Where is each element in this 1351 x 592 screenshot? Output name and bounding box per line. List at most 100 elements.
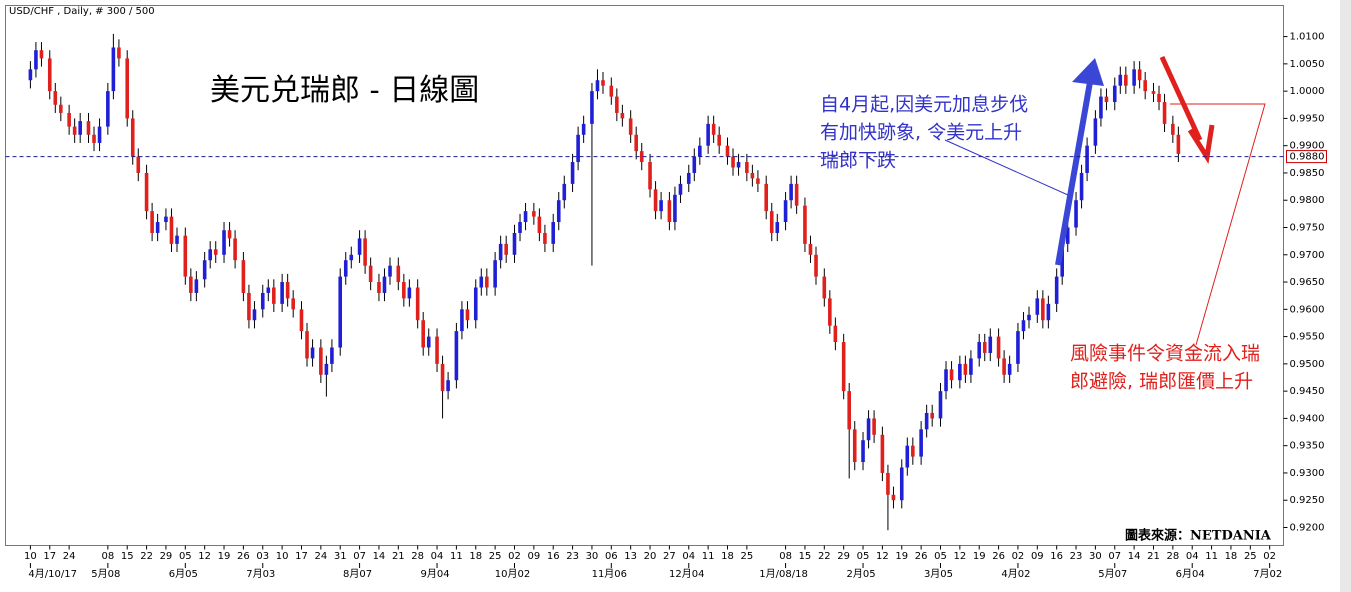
x-tick-label: 15: [121, 551, 134, 562]
candle-body: [241, 260, 246, 293]
candle-body: [512, 232, 517, 255]
candle-body: [338, 276, 343, 348]
candle-body: [1027, 314, 1031, 321]
candle-body: [39, 50, 44, 59]
candle-body: [590, 91, 594, 124]
candle-body: [208, 249, 213, 261]
candle-body: [1099, 96, 1103, 119]
candle-body: [67, 112, 71, 127]
x-tick-label: 16: [1050, 551, 1063, 562]
x-tick-label: 26: [237, 551, 250, 562]
candle-body: [756, 178, 760, 184]
annotation-line: 風險事件令資金流入瑞: [1070, 343, 1260, 365]
x-tick-label: 09: [1031, 551, 1044, 562]
candle-body: [648, 162, 652, 190]
candle-body: [324, 363, 329, 375]
candle-body: [388, 265, 392, 277]
candle-body: [194, 279, 199, 293]
candle-body: [1171, 123, 1175, 135]
candle-body: [543, 232, 547, 244]
candle-body: [213, 249, 218, 255]
candle-body: [368, 265, 373, 283]
x-tick-label: 23: [566, 551, 579, 562]
x-tick-label: 04: [1186, 551, 1199, 562]
candle-body: [1041, 298, 1045, 321]
x-tick-label: 10: [24, 551, 37, 562]
candle-body: [769, 211, 774, 233]
candle-body: [880, 434, 885, 473]
candle-body: [349, 254, 354, 261]
x-tick-label: 22: [818, 551, 831, 562]
x-tick-label: 07: [1108, 551, 1121, 562]
x-tick-label: 08: [101, 551, 114, 562]
y-tick-label: 0.9600: [1290, 304, 1325, 315]
candle-body: [1021, 320, 1026, 332]
month-tick-label: 6月04: [1176, 568, 1205, 580]
x-tick-label: 25: [1244, 551, 1257, 562]
candle-body: [789, 183, 793, 201]
candle-body: [537, 216, 542, 233]
candle-body: [556, 200, 561, 223]
x-tick-label: 17: [43, 551, 56, 562]
candle-body: [1151, 91, 1156, 94]
candle-body: [86, 121, 91, 135]
candle-body: [731, 156, 735, 168]
candle-body: [92, 134, 96, 143]
x-tick-label: 26: [915, 551, 928, 562]
candle-body: [963, 363, 968, 375]
candle-body: [764, 183, 769, 212]
month-tick-label: 10月02: [495, 568, 530, 580]
month-tick-label: 1月/08/18: [759, 568, 808, 580]
candle-body: [1074, 200, 1078, 228]
plot-frame: [5, 5, 1284, 546]
candle-body: [144, 172, 149, 212]
candle-body: [620, 112, 625, 119]
candle-body: [1007, 363, 1012, 375]
candle-body: [872, 418, 876, 435]
candle-body: [1065, 227, 1070, 244]
y-tick-label: 0.9800: [1290, 195, 1325, 206]
candle-body: [189, 276, 193, 293]
candle-body: [1137, 69, 1142, 81]
candle-body: [493, 260, 497, 288]
month-tick-label: 5月07: [1098, 568, 1127, 580]
month-tick-label: 11月06: [592, 568, 627, 580]
x-tick-label: 14: [1128, 551, 1141, 562]
candle-body: [924, 412, 929, 430]
x-tick-label: 30: [1089, 551, 1102, 562]
candle-body: [562, 183, 567, 201]
candle-body: [291, 298, 295, 310]
candle-body: [847, 391, 852, 430]
x-tick-label: 25: [489, 551, 502, 562]
month-tick-label: 4月/10/17: [28, 568, 77, 580]
candle-body: [305, 331, 309, 359]
x-tick-label: 28: [1166, 551, 1179, 562]
candle-body: [958, 363, 962, 381]
x-tick-label: 30: [586, 551, 599, 562]
x-tick-label: 27: [663, 551, 676, 562]
candle-body: [319, 347, 323, 375]
x-tick-label: 25: [740, 551, 753, 562]
candle-body: [59, 104, 63, 113]
candle-body: [822, 276, 827, 299]
candle-body: [130, 118, 135, 157]
candle-body: [686, 172, 691, 184]
candle-body: [136, 156, 141, 173]
candle-body: [639, 151, 644, 163]
candle-body: [117, 47, 121, 59]
candle-body: [285, 282, 290, 299]
candle-body: [982, 342, 987, 353]
candle-body: [532, 211, 536, 217]
candle-body: [969, 358, 973, 375]
x-tick-label: 05: [179, 551, 192, 562]
annotation-line: 有加快跡象, 令美元上升: [820, 122, 1022, 144]
chart-header: USD/CHF , Daily, # 300 / 500: [9, 6, 155, 17]
y-tick-label: 0.9700: [1290, 250, 1325, 261]
up-arrow-head: [1072, 58, 1104, 86]
x-tick-label: 26: [992, 551, 1005, 562]
candle-body: [106, 91, 110, 127]
candle-body: [891, 494, 896, 501]
candle-body: [905, 445, 910, 468]
